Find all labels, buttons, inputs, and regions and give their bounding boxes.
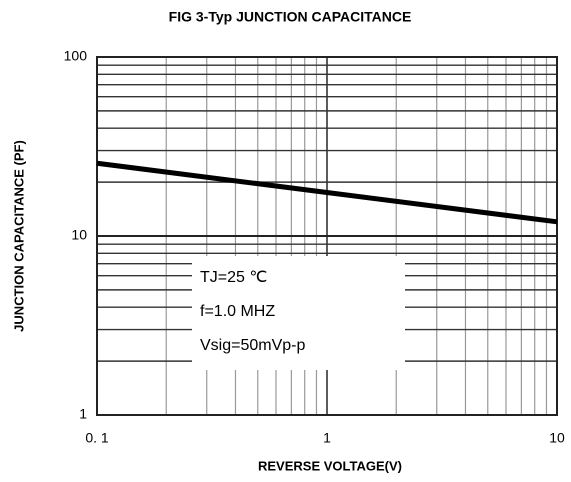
y-axis-label: JUNCTION CAPACITANCE (PF): [11, 140, 26, 332]
y-tick-label: 100: [64, 48, 88, 64]
x-tick-label: 10: [549, 430, 565, 446]
annotation: TJ=25 ℃: [200, 269, 267, 286]
annotation: Vsig=50mVp-p: [200, 337, 305, 354]
x-tick-label: 1: [323, 430, 331, 446]
annotation: f=1.0 MHZ: [200, 303, 275, 320]
y-tick-label: 10: [71, 227, 87, 243]
annotation-background: [192, 256, 405, 370]
x-axis-label: REVERSE VOLTAGE(V): [258, 458, 402, 473]
x-tick-label: 0. 1: [85, 430, 109, 446]
chart-title: FIG 3-Typ JUNCTION CAPACITANCE: [169, 9, 412, 25]
plot: [96, 160, 558, 225]
y-tick-label: 1: [79, 406, 87, 422]
data-line: [96, 160, 558, 225]
plot-frame: [96, 56, 558, 416]
annotation-box: TJ=25 ℃ f=1.0 MHZ Vsig=50mVp-p: [192, 256, 405, 370]
